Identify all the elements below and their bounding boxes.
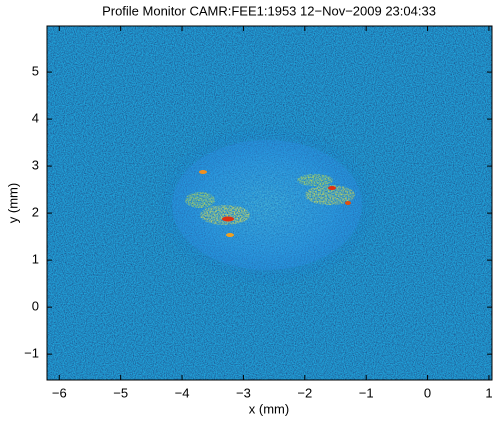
y-tick-label: 2 [32, 205, 39, 220]
x-tick-label: −4 [175, 385, 190, 400]
y-tick-label: 1 [32, 252, 39, 267]
x-tick-label: −5 [113, 385, 128, 400]
x-axis-label: x (mm) [249, 401, 289, 416]
y-tick-label: 0 [32, 299, 39, 314]
x-tick-label: −2 [297, 385, 312, 400]
x-tick-label: −3 [236, 385, 251, 400]
x-tick-label: −6 [52, 385, 67, 400]
x-tick-label: 1 [485, 385, 492, 400]
y-tick-label: 3 [32, 158, 39, 173]
plot-frame [46, 25, 493, 381]
x-tick-label: −1 [359, 385, 374, 400]
y-tick-label: −1 [24, 346, 39, 361]
y-tick-label: 5 [32, 64, 39, 79]
y-axis-label: y (mm) [5, 183, 20, 223]
y-tick-label: 4 [32, 111, 39, 126]
profile-image [47, 26, 492, 380]
chart-title: Profile Monitor CAMR:FEE1:1953 12−Nov−20… [102, 3, 436, 18]
x-tick-label: 0 [424, 385, 431, 400]
